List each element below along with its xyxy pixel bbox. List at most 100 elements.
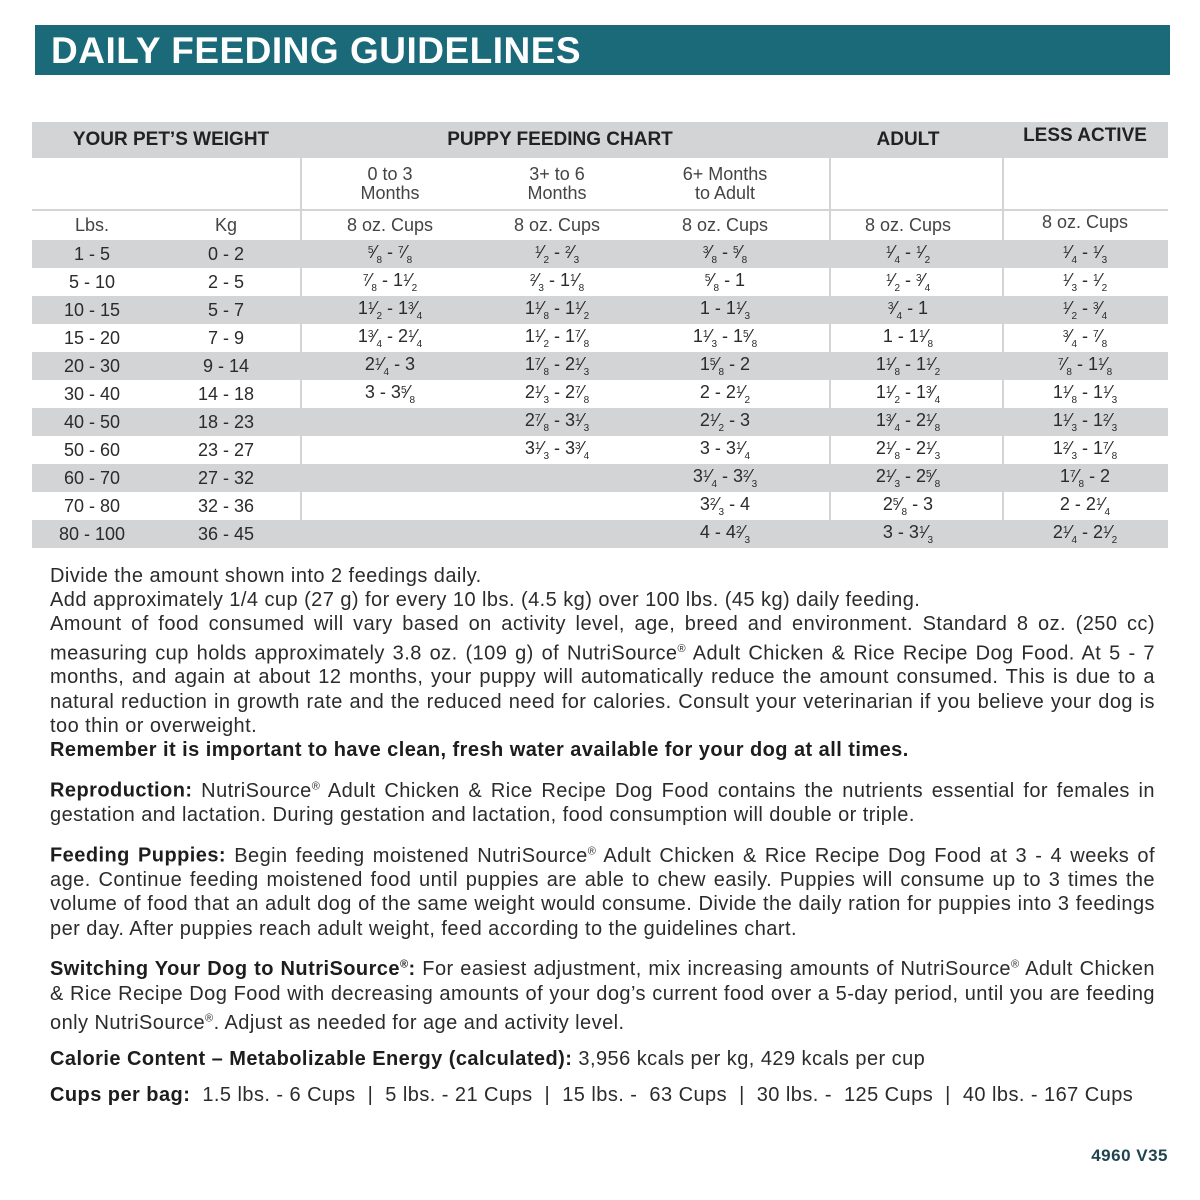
cell-kg: 36 - 45 <box>197 523 255 544</box>
section-lead: Calorie Content – Metabolizable Energy (… <box>50 1047 573 1070</box>
cell-p2: 27⁄8 - 31⁄3 <box>524 410 590 434</box>
cell-p3: 11⁄3 - 15⁄8 <box>692 326 758 350</box>
cell-p2: 2⁄3 - 11⁄8 <box>529 270 585 294</box>
cell-p2: 11⁄2 - 17⁄8 <box>524 326 590 350</box>
cell-adult: 21⁄8 - 21⁄3 <box>875 438 941 462</box>
cell-p1 <box>300 464 480 492</box>
cell-adult: 21⁄3 - 25⁄8 <box>875 466 941 490</box>
table-row: 40 - 50 18 - 23 27⁄8 - 31⁄3 21⁄2 - 3 13⁄4 - … <box>32 408 1168 436</box>
cell-less: 11⁄8 - 11⁄3 <box>1052 382 1118 406</box>
cell-lbs: 70 - 80 <box>63 495 121 516</box>
cell-less: 2 - 21⁄4 <box>1059 494 1111 518</box>
cell-adult: 25⁄8 - 3 <box>882 494 934 518</box>
cell-lbs: 10 - 15 <box>63 299 121 320</box>
subheader-line: 0 to 3 <box>367 163 413 184</box>
cell-p1: 5⁄8 - 7⁄8 <box>367 242 413 266</box>
section-lead: Reproduction: <box>50 779 193 802</box>
subheader-6-months-adult: 6+ Months to Adult <box>635 158 815 209</box>
section-calorie-content: Calorie Content – Metabolizable Energy (… <box>50 1047 1155 1071</box>
cell-p1 <box>300 408 480 436</box>
cell-less: 11⁄3 - 12⁄3 <box>1052 410 1118 434</box>
cell-kg: 14 - 18 <box>197 383 255 404</box>
cell-p1 <box>300 492 480 520</box>
section-body: Begin feeding moistened NutriSource® Adu… <box>50 845 1155 940</box>
section-body: 1.5 lbs. - 6 Cups | 5 lbs. - 21 Cups | 1… <box>190 1083 1134 1106</box>
subheader-line: Months <box>527 182 587 203</box>
cell-adult: 1 - 11⁄8 <box>882 326 934 350</box>
cell-kg: 7 - 9 <box>207 327 245 348</box>
cell-kg: 9 - 14 <box>202 355 250 376</box>
cell-p3: 32⁄3 - 4 <box>699 494 751 518</box>
cell-p1 <box>300 436 480 464</box>
cell-less: 1⁄2 - 3⁄4 <box>1062 298 1108 322</box>
note-water: Remember it is important to have clean, … <box>50 738 1155 762</box>
header-adult: ADULT <box>876 129 940 150</box>
cell-lbs: 30 - 40 <box>63 383 121 404</box>
note-add: Add approximately 1/4 cup (27 g) for eve… <box>50 589 921 612</box>
table-header-row: YOUR PET’S WEIGHT PUPPY FEEDING CHART AD… <box>32 122 1168 158</box>
cell-adult: 11⁄2 - 13⁄4 <box>875 382 941 406</box>
cell-less: 21⁄4 - 21⁄2 <box>1052 522 1118 546</box>
cell-adult: 3 - 31⁄3 <box>882 522 934 546</box>
cell-p2: 21⁄3 - 27⁄8 <box>524 382 590 406</box>
cell-lbs: 5 - 10 <box>68 271 116 292</box>
feeding-table: YOUR PET’S WEIGHT PUPPY FEEDING CHART AD… <box>32 122 1168 548</box>
cell-p3: 2 - 21⁄2 <box>699 382 751 406</box>
cell-less: 12⁄3 - 17⁄8 <box>1052 438 1118 462</box>
header-less-active: LESS ACTIVE <box>1023 125 1147 146</box>
cell-less: 17⁄8 - 2 <box>1059 466 1111 490</box>
product-code: 4960 V35 <box>1091 1146 1168 1165</box>
table-row: 50 - 60 23 - 27 31⁄3 - 33⁄4 3 - 31⁄4 21⁄8 - … <box>32 436 1168 464</box>
note-amount: Amount of food consumed will vary based … <box>50 613 1155 737</box>
water-reminder: Remember it is important to have clean, … <box>50 739 909 762</box>
cell-p2 <box>472 464 642 492</box>
cell-p3: 21⁄2 - 3 <box>699 410 751 434</box>
cell-p3: 1 - 11⁄3 <box>699 298 751 322</box>
section-lead: Feeding Puppies: <box>50 845 227 867</box>
cell-p2 <box>472 520 642 548</box>
subheader-line: to Adult <box>694 182 756 203</box>
cell-p3: 4 - 42⁄3 <box>699 522 751 546</box>
section-lead: Cups per bag: <box>50 1083 191 1106</box>
cell-kg: 27 - 32 <box>197 467 255 488</box>
cell-p1: 3 - 35⁄8 <box>364 382 416 406</box>
unit-cups: 8 oz. Cups <box>346 215 434 235</box>
cell-p1: 11⁄2 - 13⁄4 <box>357 298 423 322</box>
cell-lbs: 1 - 5 <box>73 243 111 264</box>
cell-adult: 13⁄4 - 21⁄8 <box>875 410 941 434</box>
table-row: 70 - 80 32 - 36 32⁄3 - 4 25⁄8 - 3 2 - 21⁄4 <box>32 492 1168 520</box>
cell-p2 <box>472 492 642 520</box>
unit-cups: 8 oz. Cups <box>1041 212 1129 232</box>
cell-kg: 23 - 27 <box>197 439 255 460</box>
cell-less: 7⁄8 - 11⁄8 <box>1057 354 1113 378</box>
cell-adult: 11⁄8 - 11⁄2 <box>875 354 941 378</box>
unit-kg: Kg <box>214 215 238 235</box>
cell-p1: 21⁄4 - 3 <box>364 354 416 378</box>
cell-p2: 1⁄2 - 2⁄3 <box>534 242 580 266</box>
cell-p2: 11⁄8 - 11⁄2 <box>524 298 590 322</box>
cell-lbs: 40 - 50 <box>63 411 121 432</box>
table-row: 15 - 20 7 - 9 13⁄4 - 21⁄4 11⁄2 - 17⁄8 11⁄3 -… <box>32 324 1168 352</box>
header-weight: YOUR PET’S WEIGHT <box>72 129 270 150</box>
header-puppy: PUPPY FEEDING CHART <box>447 129 673 150</box>
cell-p1 <box>300 520 480 548</box>
cell-lbs: 20 - 30 <box>63 355 121 376</box>
section-lead: Switching Your Dog to NutriSource®: <box>50 958 416 981</box>
note-intro: Divide the amount shown into 2 feedings … <box>50 565 482 587</box>
cell-p2: 31⁄3 - 33⁄4 <box>524 438 590 462</box>
subheader-line: Months <box>360 182 420 203</box>
section-feeding-puppies: Feeding Puppies: Begin feeding moistened… <box>50 839 1155 940</box>
table-row: 1 - 5 0 - 2 5⁄8 - 7⁄8 1⁄2 - 2⁄3 3⁄8 - 5⁄8 1⁄4… <box>32 240 1168 268</box>
cell-p3: 3⁄8 - 5⁄8 <box>702 242 748 266</box>
table-row: 10 - 15 5 - 7 11⁄2 - 13⁄4 11⁄8 - 11⁄2 1 - 11… <box>32 296 1168 324</box>
cell-kg: 32 - 36 <box>197 495 255 516</box>
cell-lbs: 50 - 60 <box>63 439 121 460</box>
unit-cups: 8 oz. Cups <box>681 215 769 235</box>
table-units-row: Lbs. Kg 8 oz. Cups 8 oz. Cups 8 oz. Cups… <box>32 211 1168 240</box>
cell-adult: 3⁄4 - 1 <box>887 298 929 322</box>
cell-p3: 5⁄8 - 1 <box>704 270 746 294</box>
section-reproduction: Reproduction: NutriSource® Adult Chicken… <box>50 774 1155 827</box>
title-bar: DAILY FEEDING GUIDELINES <box>35 25 1170 75</box>
cell-kg: 18 - 23 <box>197 411 255 432</box>
unit-cups: 8 oz. Cups <box>864 215 952 235</box>
